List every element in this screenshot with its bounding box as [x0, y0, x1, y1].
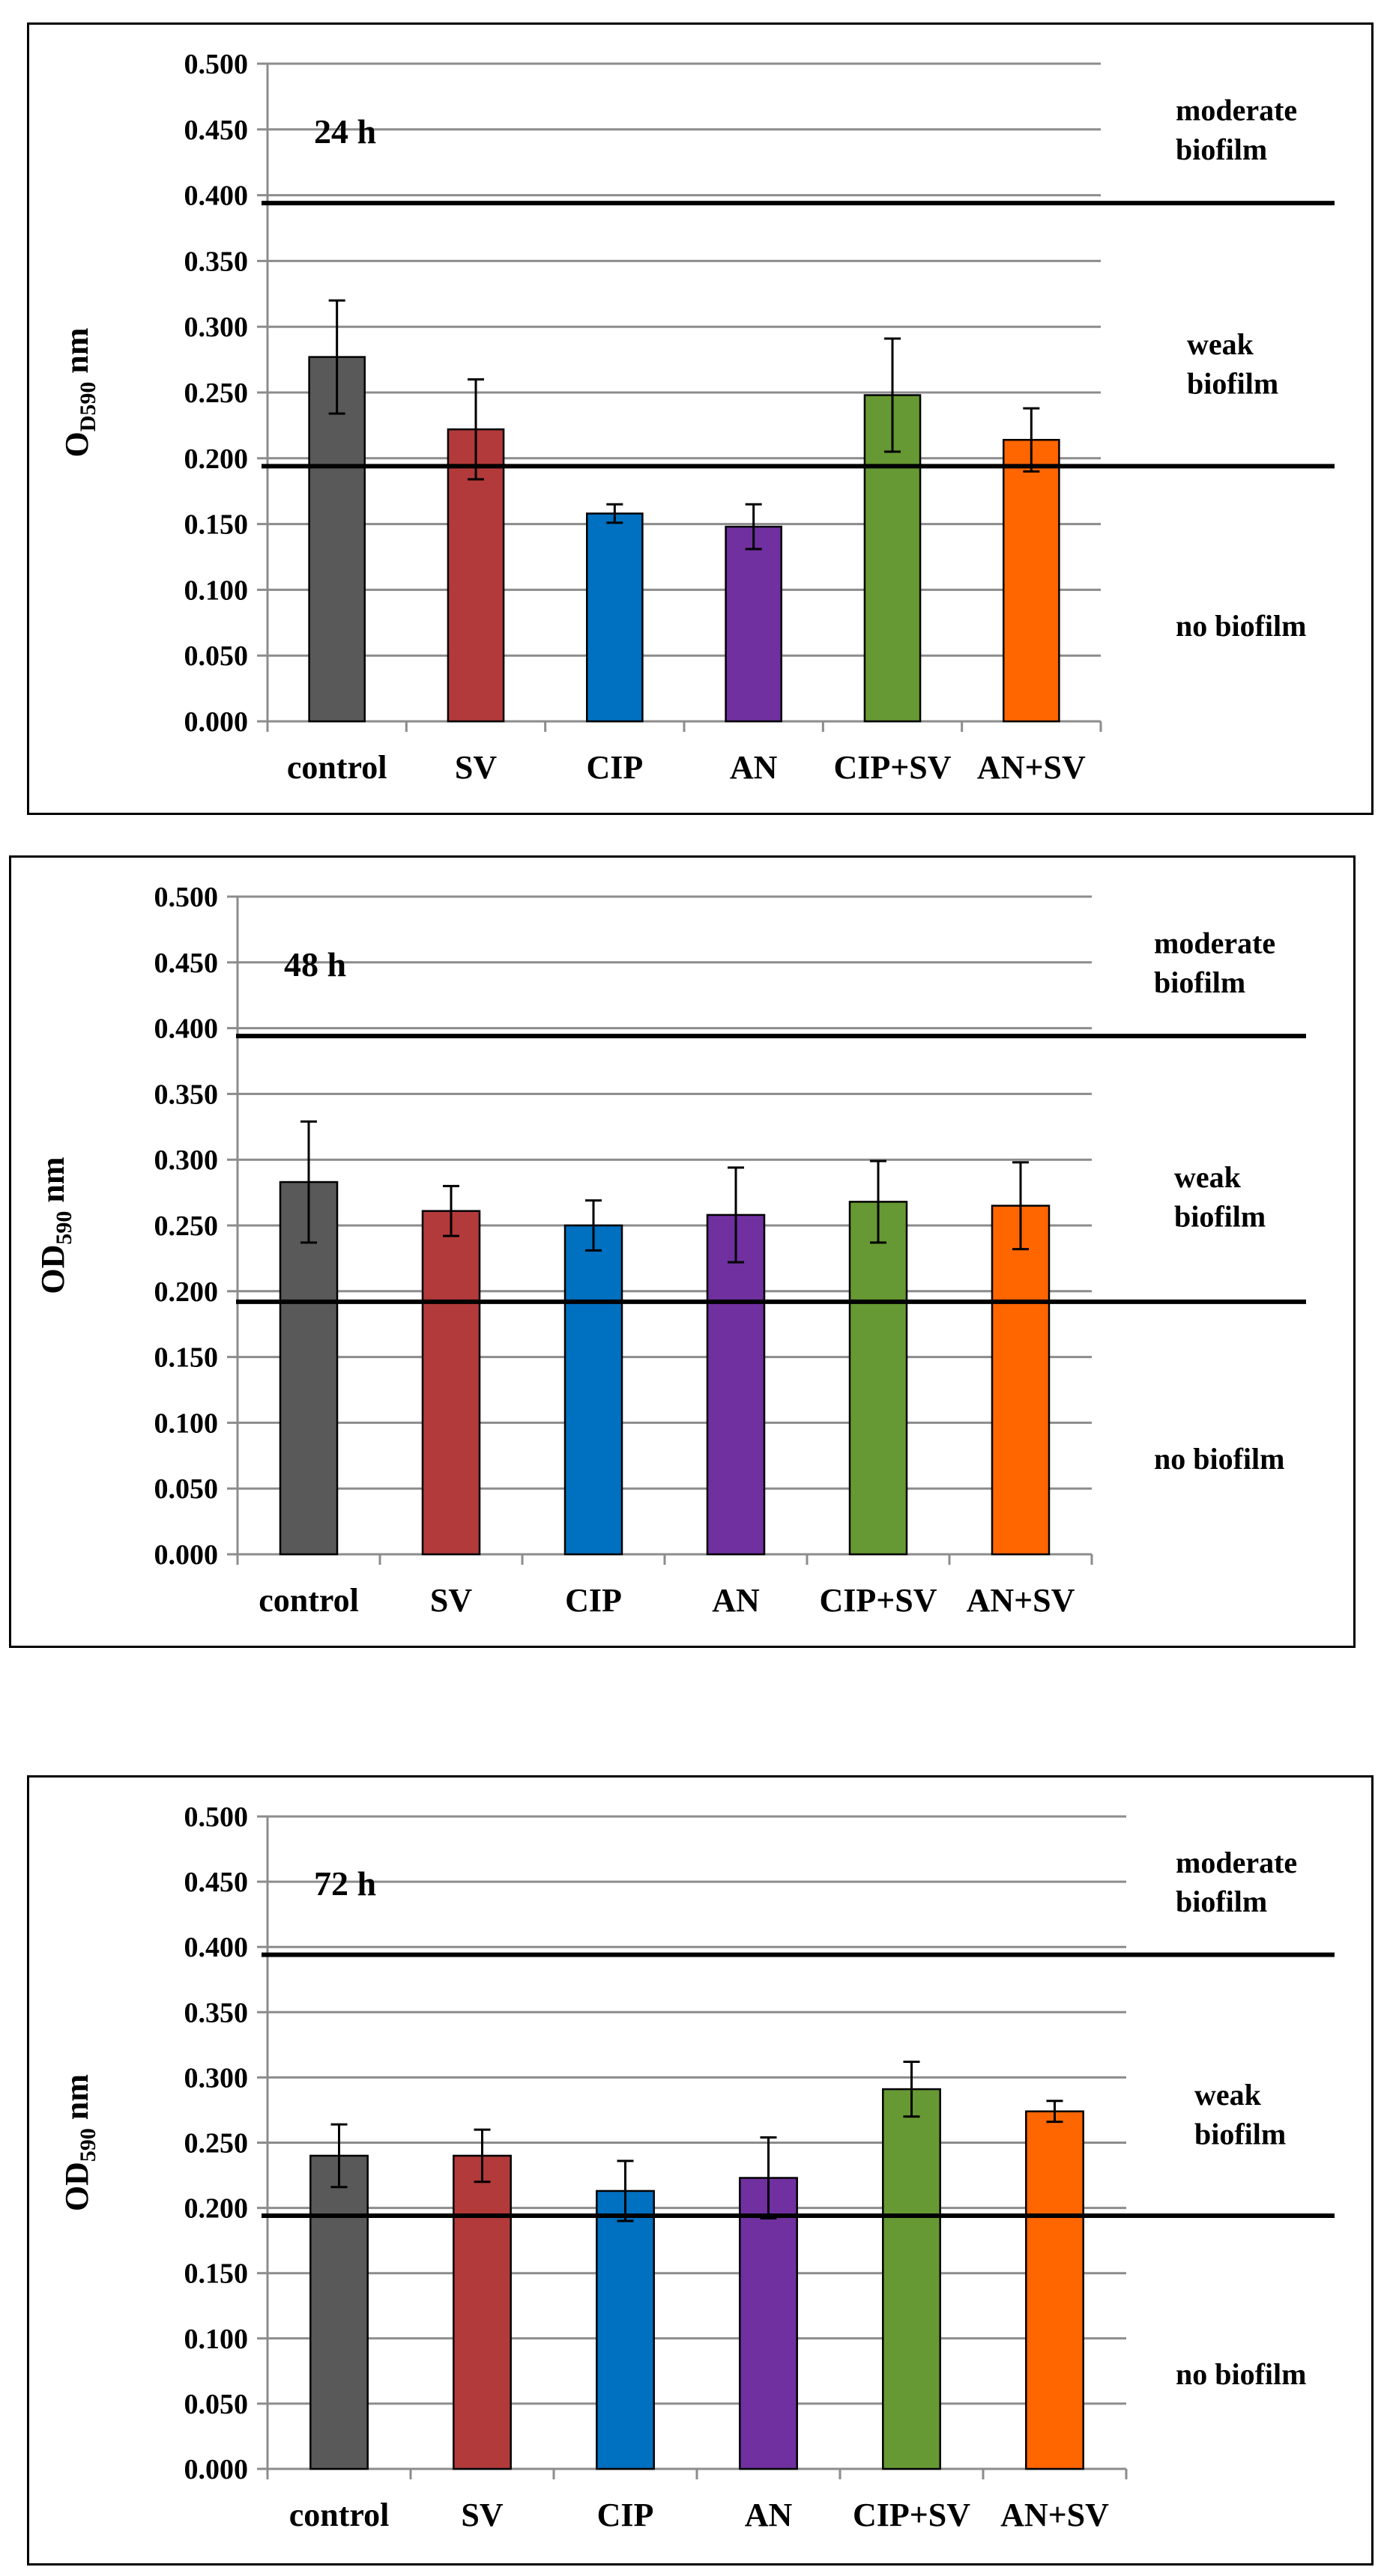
category-label: SV	[430, 1582, 472, 1619]
zone-label: biofilm	[1194, 2117, 1286, 2151]
y-tick-label: 0.300	[184, 312, 249, 343]
y-tick-label: 0.000	[184, 2454, 249, 2485]
chart-panel-48h: 0.000 0.050 0.100 0.150 0.200 0.250 0.300 0.350…	[9, 855, 1356, 1648]
y-tick-label: 0.250	[154, 1210, 219, 1242]
y-tick-label: 0.150	[184, 2258, 249, 2290]
y-tick-label: 0.400	[184, 1932, 249, 1963]
zone-label: moderate	[1176, 93, 1297, 127]
bar-CIP	[596, 2189, 655, 2470]
bar-SV	[421, 1210, 481, 1556]
category-label: AN+SV	[1000, 2497, 1109, 2533]
chart-24h: 0.000 0.050 0.100 0.150 0.200 0.250 0.300 0.350…	[58, 49, 1335, 786]
y-tick-label: 0.100	[154, 1407, 219, 1439]
y-axis-label: OD590 nm	[58, 2074, 100, 2211]
category-label: control	[287, 749, 387, 786]
y-tick-label: 0.050	[154, 1473, 219, 1505]
y-tick-label: 0.050	[184, 2389, 249, 2420]
category-label: CIP+SV	[853, 2497, 970, 2533]
category-label: AN+SV	[977, 749, 1086, 786]
y-tick-label: 0.350	[184, 1997, 249, 2028]
y-tick-label: 0.150	[154, 1342, 219, 1374]
zone-label: biofilm	[1176, 1885, 1267, 1918]
chart-panel-24h: 0.000 0.050 0.100 0.150 0.200 0.250 0.300 0.350…	[27, 22, 1374, 815]
y-tick-label: 0.400	[184, 181, 249, 212]
y-tick-label: 0.100	[184, 575, 249, 606]
zone-label: weak	[1174, 1160, 1242, 1194]
chart-title: 24 h	[314, 112, 376, 151]
y-tick-label: 0.500	[184, 49, 249, 80]
y-tick-label: 0.450	[184, 115, 249, 146]
category-label: CIP	[597, 2497, 654, 2533]
bar-SV	[447, 428, 505, 723]
bar-AN+SV	[1025, 2110, 1084, 2470]
y-tick-label: 0.350	[154, 1079, 219, 1110]
bar-CIP+SV	[882, 2088, 941, 2470]
y-tick-label: 0.050	[184, 640, 249, 672]
category-label: SV	[461, 2497, 503, 2533]
category-label: control	[289, 2497, 390, 2533]
bar-CIP	[563, 1224, 623, 1556]
bar-CIP+SV	[848, 1201, 908, 1556]
zone-label: weak	[1187, 327, 1254, 361]
zone-label: biofilm	[1176, 133, 1267, 166]
y-tick-label: 0.450	[154, 948, 219, 979]
y-axis-label: OD590 nm	[34, 1157, 76, 1294]
bar-AN+SV	[991, 1204, 1051, 1556]
y-tick-label: 0.200	[184, 443, 249, 475]
category-label: CIP	[565, 1582, 622, 1619]
zone-label: biofilm	[1174, 1200, 1266, 1234]
bar-AN	[706, 1213, 766, 1556]
chart-72h: 0.000 0.050 0.100 0.150 0.200 0.250 0.300 0.350…	[58, 1801, 1335, 2533]
zone-label: no biofilm	[1176, 2357, 1306, 2391]
bar-control	[308, 356, 366, 723]
y-tick-label: 0.250	[184, 378, 249, 409]
zone-label: moderate	[1154, 926, 1275, 960]
category-label: CIP+SV	[819, 1582, 937, 1619]
zone-label: biofilm	[1154, 966, 1245, 999]
y-tick-label: 0.450	[184, 1867, 249, 1898]
bar-CIP	[586, 512, 644, 723]
category-label: control	[259, 1582, 359, 1619]
y-tick-label: 0.000	[184, 706, 249, 738]
y-axis-label: OD590 nm	[58, 327, 100, 457]
bar-AN+SV	[1003, 438, 1060, 723]
zone-label: moderate	[1176, 1846, 1297, 1879]
category-label: AN	[730, 749, 778, 786]
zone-label: weak	[1194, 2078, 1262, 2112]
category-label: AN	[745, 2497, 793, 2533]
y-tick-label: 0.250	[184, 2128, 249, 2160]
zone-label: no biofilm	[1154, 1442, 1284, 1476]
y-tick-label: 0.350	[184, 246, 249, 277]
chart-title: 48 h	[284, 945, 346, 984]
category-label: AN+SV	[967, 1582, 1075, 1619]
y-tick-label: 0.200	[154, 1276, 219, 1308]
y-tick-label: 0.200	[184, 2193, 249, 2225]
zone-label: biofilm	[1187, 367, 1278, 401]
y-tick-label: 0.000	[154, 1539, 219, 1571]
chart-48h: 0.000 0.050 0.100 0.150 0.200 0.250 0.300 0.350…	[34, 882, 1306, 1619]
y-tick-label: 0.400	[154, 1013, 219, 1045]
y-tick-label: 0.300	[184, 2062, 249, 2094]
category-label: CIP	[586, 749, 643, 786]
bar-SV	[453, 2154, 512, 2470]
bar-control	[279, 1181, 339, 1556]
bar-AN	[725, 525, 782, 723]
bar-AN	[739, 2177, 798, 2470]
category-label: SV	[455, 749, 497, 786]
zone-label: no biofilm	[1176, 609, 1306, 643]
y-tick-label: 0.100	[184, 2324, 249, 2355]
y-tick-label: 0.300	[154, 1145, 219, 1176]
y-tick-label: 0.500	[184, 1801, 249, 1833]
y-tick-label: 0.150	[184, 509, 249, 541]
chart-title: 72 h	[314, 1864, 376, 1903]
chart-panel-72h: 0.000 0.050 0.100 0.150 0.200 0.250 0.300 0.350…	[27, 1775, 1374, 2566]
category-label: AN	[712, 1582, 760, 1619]
category-label: CIP+SV	[833, 749, 951, 786]
bar-control	[309, 2154, 369, 2470]
y-tick-label: 0.500	[154, 882, 219, 913]
